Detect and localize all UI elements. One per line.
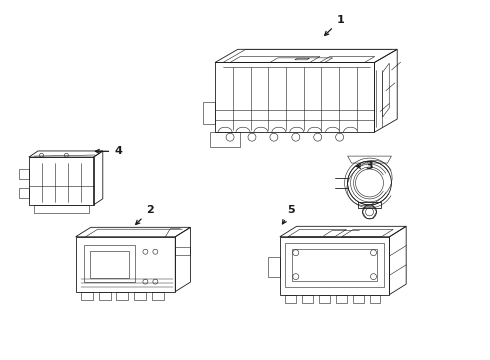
Text: 5: 5	[282, 206, 295, 224]
Text: 3: 3	[357, 161, 373, 171]
Text: 2: 2	[136, 206, 154, 224]
Text: 4: 4	[96, 146, 122, 156]
Text: 1: 1	[325, 15, 344, 35]
